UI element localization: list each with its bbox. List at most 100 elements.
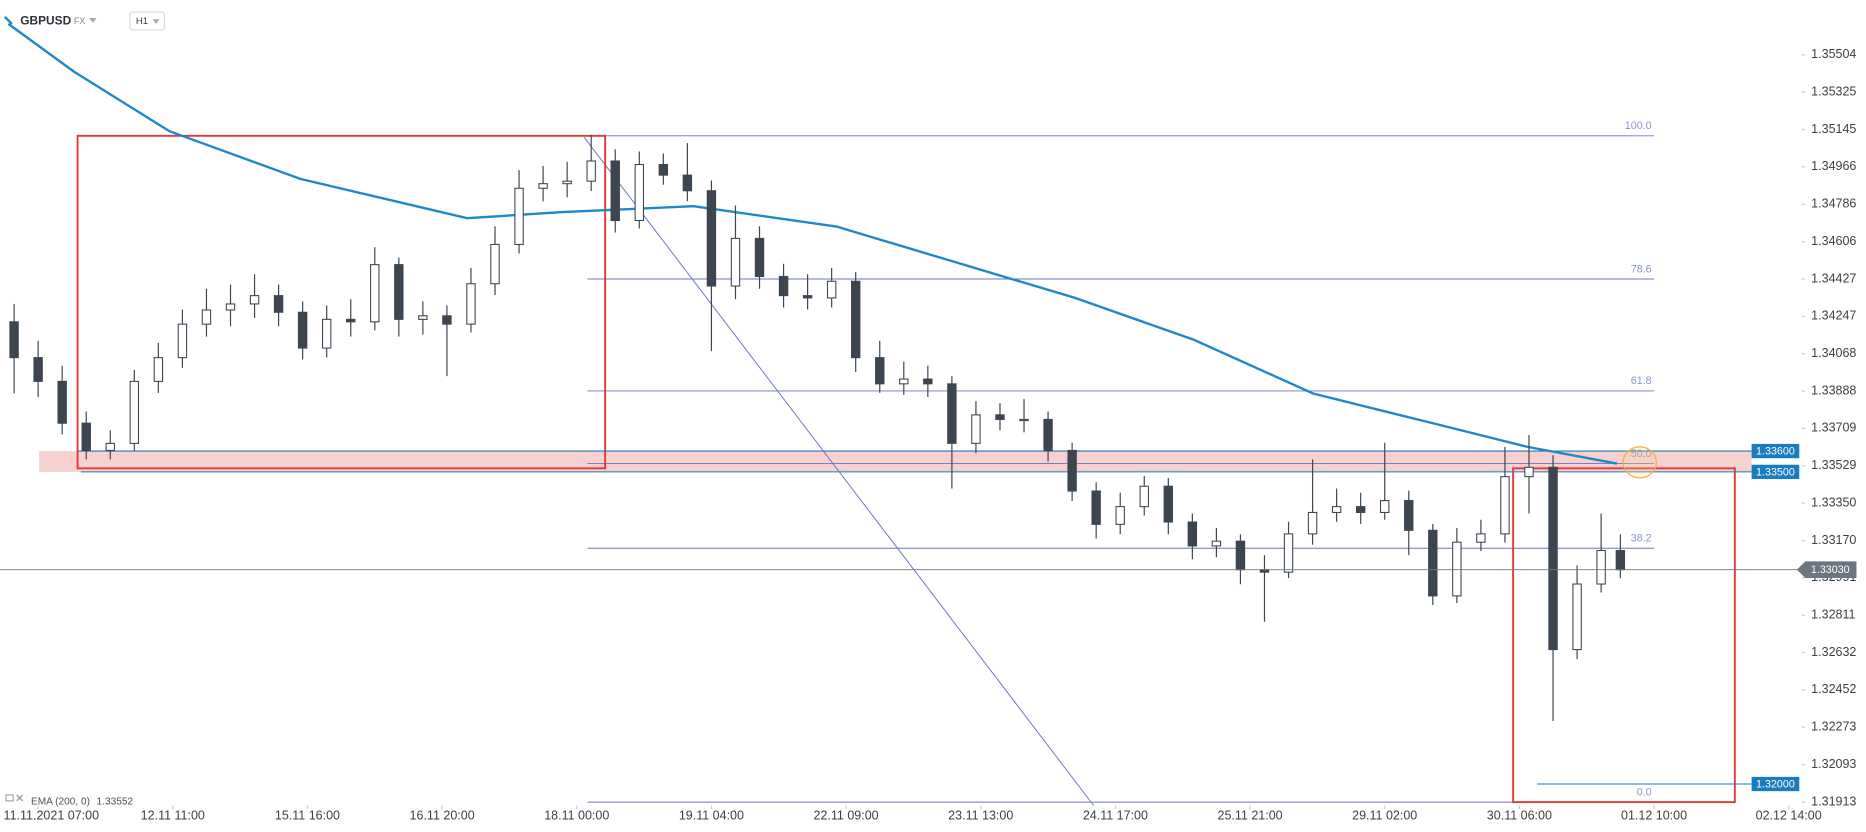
x-tick-label: 30.11 06:00 bbox=[1487, 809, 1552, 823]
candle-body bbox=[947, 383, 957, 444]
fib-label: 78.6 bbox=[1631, 263, 1652, 275]
y-tick-label: 1.34247 bbox=[1811, 309, 1856, 323]
y-tick-label: 1.31913 bbox=[1811, 794, 1856, 808]
current-price-tag bbox=[1796, 561, 1857, 579]
candle-body bbox=[33, 357, 43, 382]
fib-label: 100.0 bbox=[1625, 120, 1652, 132]
candle-body bbox=[1235, 540, 1246, 571]
highlight-circle bbox=[1622, 446, 1658, 479]
candle-body bbox=[466, 283, 476, 325]
candle-body bbox=[754, 237, 765, 278]
dropdown-arrow[interactable] bbox=[152, 19, 160, 24]
candle-body bbox=[682, 174, 693, 192]
y-tick-label: 1.32811 bbox=[1811, 608, 1855, 622]
x-tick-label: 15.11 16:00 bbox=[275, 809, 340, 823]
candle-body bbox=[81, 422, 91, 451]
x-tick-label: 23.11 13:00 bbox=[948, 809, 1013, 823]
candle-body bbox=[1452, 541, 1462, 597]
candle-body bbox=[105, 442, 115, 451]
price-tag-label: 1.33500 bbox=[1756, 466, 1795, 478]
candle-body bbox=[1163, 485, 1174, 523]
symbol[interactable]: GBPUSD bbox=[20, 14, 71, 28]
candle-body bbox=[1331, 506, 1342, 513]
y-tick-label: 1.32452 bbox=[1811, 682, 1856, 696]
market: FX bbox=[74, 16, 85, 26]
indicator-value: 1.33552 bbox=[97, 797, 134, 808]
y-tick-label: 1.33170 bbox=[1811, 533, 1856, 547]
candle-body bbox=[562, 180, 572, 185]
candle-body bbox=[730, 237, 741, 287]
candle-body bbox=[1476, 533, 1486, 543]
candle-body bbox=[1115, 506, 1125, 525]
current-price-label: 1.33030 bbox=[1811, 564, 1850, 576]
ema-line bbox=[7, 22, 1618, 465]
candle-body bbox=[923, 378, 933, 385]
candle-body bbox=[802, 295, 813, 299]
x-tick-label: 19.11 04:00 bbox=[679, 809, 744, 823]
candle-body bbox=[1572, 583, 1582, 651]
dropdown-arrow[interactable] bbox=[89, 18, 97, 23]
candle-body bbox=[826, 280, 837, 299]
price-tag bbox=[1751, 464, 1800, 480]
candle-body bbox=[442, 315, 452, 325]
fib-label: 0.0 bbox=[1637, 786, 1652, 798]
y-tick-label: 1.34966 bbox=[1811, 159, 1856, 173]
indicator-name: EMA (200, 0) bbox=[31, 797, 90, 808]
candle-body bbox=[586, 160, 596, 182]
indicator-close[interactable] bbox=[16, 794, 24, 802]
candle-body bbox=[1043, 418, 1053, 451]
indicator-icon[interactable] bbox=[5, 794, 14, 802]
header: GBPUSD FX H1 bbox=[3, 11, 166, 31]
y-tick-label: 1.34427 bbox=[1811, 271, 1856, 285]
plot-area: 100.078.661.850.038.20.011.11.2021 07:00… bbox=[0, 22, 1857, 823]
y-tick-label: 1.34786 bbox=[1811, 197, 1856, 211]
candle-body bbox=[177, 323, 188, 359]
interval[interactable]: H1 bbox=[136, 16, 148, 27]
candle-body bbox=[1067, 449, 1077, 492]
y-tick-label: 1.35504 bbox=[1811, 47, 1856, 61]
logo-mark bbox=[3, 15, 13, 25]
y-tick-label: 1.34068 bbox=[1811, 346, 1856, 360]
candle-body bbox=[706, 190, 717, 287]
candle-body bbox=[850, 280, 861, 359]
candle-body bbox=[1211, 540, 1222, 547]
price-tag-label: 1.33600 bbox=[1756, 445, 1795, 457]
candle-body bbox=[201, 309, 212, 325]
support-zone bbox=[39, 451, 1752, 472]
candle-body bbox=[297, 311, 308, 349]
candle-body bbox=[129, 380, 140, 444]
price-tag-label: 1.32000 bbox=[1756, 778, 1795, 790]
candle-body bbox=[370, 264, 380, 323]
candle-body bbox=[57, 380, 67, 424]
candle-body bbox=[1307, 511, 1318, 535]
candle-body bbox=[538, 183, 548, 189]
candle-body bbox=[1355, 506, 1366, 513]
candle-body bbox=[1019, 418, 1029, 422]
candle-body bbox=[490, 243, 500, 285]
candle-body bbox=[1615, 549, 1626, 571]
interval-box[interactable] bbox=[129, 11, 166, 31]
candle-body bbox=[225, 303, 236, 311]
indicator-legend: EMA (200, 0) 1.33552 bbox=[5, 794, 134, 808]
candle-body bbox=[249, 295, 260, 305]
x-tick-label: 24.11 17:00 bbox=[1083, 809, 1148, 823]
candle-body bbox=[1283, 533, 1294, 573]
candle-body bbox=[418, 315, 428, 320]
candle-body bbox=[658, 163, 669, 176]
x-tick-label: 29.11 02:00 bbox=[1352, 809, 1417, 823]
x-tick-label: 02.12 14:00 bbox=[1756, 809, 1822, 823]
y-tick-label: 1.32632 bbox=[1811, 645, 1856, 659]
x-tick-label: 01.12 10:00 bbox=[1621, 809, 1687, 823]
candle-body bbox=[1548, 466, 1558, 651]
candle-body bbox=[1187, 521, 1198, 547]
x-tick-label: 11.11.2021 07:00 bbox=[4, 809, 100, 823]
candle-body bbox=[394, 264, 404, 320]
candle-body bbox=[1091, 490, 1101, 525]
fib-label: 61.8 bbox=[1631, 375, 1652, 387]
candle-body bbox=[153, 357, 164, 382]
y-tick-label: 1.35145 bbox=[1811, 122, 1856, 136]
y-tick-label: 1.35325 bbox=[1811, 84, 1856, 98]
candle-body bbox=[1139, 485, 1149, 508]
